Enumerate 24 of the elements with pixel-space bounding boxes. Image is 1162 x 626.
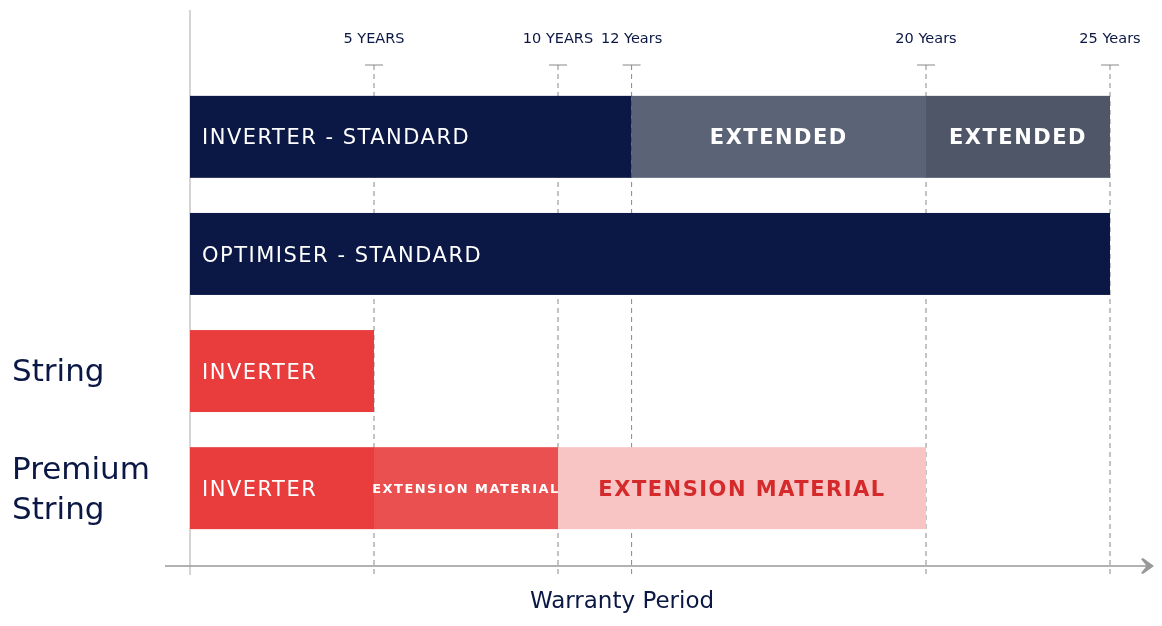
bar bbox=[558, 447, 926, 530]
data-label: INVERTER - STANDARD bbox=[202, 125, 471, 150]
data-label: OPTIMISER - STANDARD bbox=[202, 242, 483, 267]
x-tick-label: 10 YEARS bbox=[522, 30, 594, 46]
bar bbox=[374, 447, 558, 530]
bar bbox=[926, 95, 1110, 178]
bar bbox=[190, 95, 632, 178]
y-tick-label: Premium String bbox=[12, 450, 150, 527]
x-tick-label: 12 Years bbox=[600, 30, 663, 46]
y-tick-label: String bbox=[12, 352, 105, 389]
data-label: EXTENSION MATERIAL bbox=[598, 476, 886, 501]
bar bbox=[190, 447, 374, 530]
data-label: INVERTER bbox=[202, 359, 318, 384]
bar bbox=[190, 212, 1110, 295]
x-tick-label: 25 Years bbox=[1079, 30, 1141, 46]
data-label: EXTENDED bbox=[949, 125, 1087, 150]
data-label: EXTENDED bbox=[709, 125, 848, 150]
bar bbox=[631, 95, 926, 178]
data-label: INVERTER bbox=[202, 476, 318, 501]
x-tick-label: 20 Years bbox=[895, 30, 957, 46]
data-label: EXTENSION MATERIAL bbox=[372, 480, 560, 496]
x-axis-title: Warranty Period bbox=[529, 587, 715, 613]
bar bbox=[190, 330, 374, 413]
x-tick-label: 5 YEARS bbox=[343, 30, 405, 46]
